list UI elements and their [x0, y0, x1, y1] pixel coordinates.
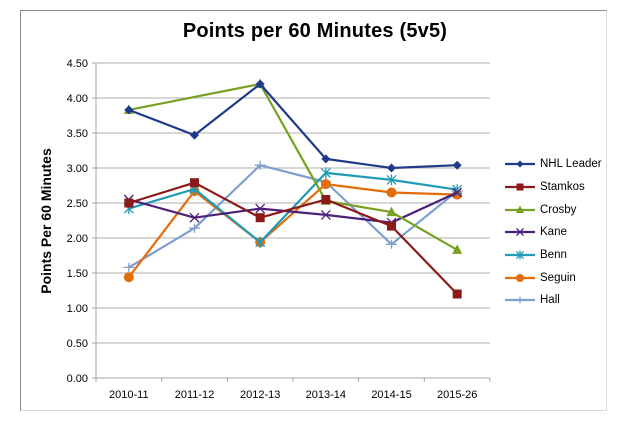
legend-item-kane: Kane: [503, 221, 602, 244]
y-tick-label: 0.50: [67, 338, 88, 350]
legend: NHL Leader Stamkos Crosby Kane Benn Seguin Hal…: [503, 153, 602, 312]
y-tick-label: 4.50: [67, 58, 88, 70]
y-tick-label: 2.00: [67, 233, 88, 245]
legend-item-hall: Hall: [503, 289, 602, 312]
legend-label: Hall: [540, 294, 560, 307]
series-stamkos: [124, 178, 462, 299]
y-tick-label: 1.50: [67, 268, 88, 280]
y-tick-label: 2.50: [67, 198, 88, 210]
series-nhl-leader: [124, 79, 462, 173]
x-tick-label: 2014-15: [371, 389, 411, 401]
square-marker-icon: [505, 183, 535, 191]
chart-title: Points per 60 Minutes (5v5): [182, 20, 448, 42]
diamond-marker-icon: [505, 160, 535, 168]
legend-label: NHL Leader: [540, 158, 602, 171]
legend-label: Seguin: [540, 271, 576, 284]
x-tick-label: 2015-26: [437, 389, 477, 401]
triangle-marker-icon: [505, 205, 535, 213]
x-tick-label: 2011-12: [175, 389, 215, 401]
circle-marker-icon: [505, 273, 535, 282]
legend-item-benn: Benn: [503, 244, 602, 267]
plus-marker-icon: [505, 296, 535, 304]
legend-label: Kane: [540, 226, 567, 239]
y-tick-label: 3.00: [67, 163, 88, 175]
legend-item-nhl-leader: NHL Leader: [503, 153, 602, 176]
legend-item-crosby: Crosby: [503, 198, 602, 221]
y-tick-label: 0.00: [67, 373, 88, 385]
x-tick-label: 2010-11: [109, 389, 149, 401]
legend-item-seguin: Seguin: [503, 266, 602, 289]
x-tick-label: 2013-14: [306, 389, 346, 401]
x-tick-label: 2012-13: [240, 389, 280, 401]
legend-label: Crosby: [540, 203, 577, 216]
legend-label: Stamkos: [540, 181, 585, 194]
legend-label: Benn: [540, 249, 567, 262]
star-marker-icon: [505, 250, 535, 260]
y-tick-label: 1.00: [67, 303, 88, 315]
y-tick-label: 4.00: [67, 93, 88, 105]
legend-item-stamkos: Stamkos: [503, 176, 602, 199]
y-tick-label: 3.50: [67, 128, 88, 140]
x-marker-icon: [505, 228, 535, 237]
